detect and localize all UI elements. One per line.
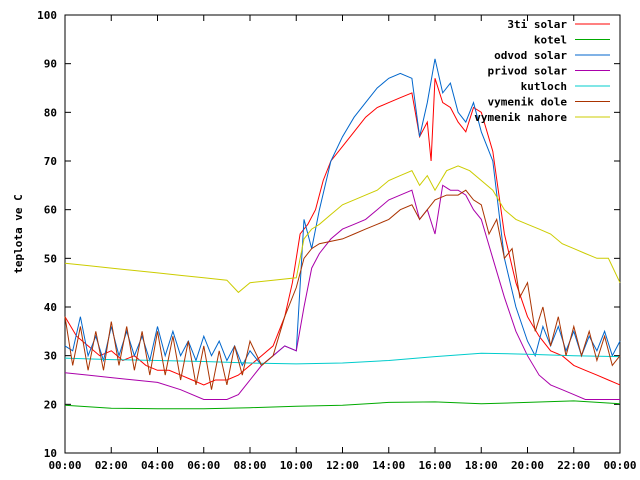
legend-label: kutloch bbox=[521, 80, 567, 93]
y-tick-label: 60 bbox=[44, 204, 57, 217]
x-tick-label: 04:00 bbox=[141, 459, 174, 472]
series-line-4 bbox=[64, 352, 621, 365]
y-tick-label: 80 bbox=[44, 106, 57, 119]
y-tick-label: 10 bbox=[44, 447, 57, 460]
series-line-1 bbox=[64, 400, 621, 410]
y-tick-label: 100 bbox=[37, 9, 57, 22]
y-tick-label: 40 bbox=[44, 301, 57, 314]
series-line-5 bbox=[64, 189, 621, 390]
legend-label: 3ti solar bbox=[507, 18, 567, 31]
y-axis-label: teplota ve C bbox=[12, 194, 25, 273]
y-axis-ticks: 10 20 30 40 50 60 70 80 90 100 bbox=[37, 9, 620, 460]
y-tick-label: 70 bbox=[44, 155, 57, 168]
x-tick-label: 10:00 bbox=[280, 459, 313, 472]
y-tick-label: 30 bbox=[44, 350, 57, 363]
x-tick-label: 00:00 bbox=[603, 459, 636, 472]
x-tick-label: 08:00 bbox=[233, 459, 266, 472]
series-lines bbox=[64, 58, 621, 410]
legend-label: kotel bbox=[534, 34, 567, 47]
series-line-6 bbox=[64, 165, 621, 294]
x-tick-label: 00:00 bbox=[48, 459, 81, 472]
legend-label: vymenik nahore bbox=[474, 111, 567, 124]
y-tick-label: 20 bbox=[44, 398, 57, 411]
legend-label: privod solar bbox=[488, 65, 568, 78]
x-tick-label: 14:00 bbox=[372, 459, 405, 472]
y-tick-label: 90 bbox=[44, 58, 57, 71]
x-tick-label: 20:00 bbox=[511, 459, 544, 472]
series-line-2 bbox=[64, 58, 621, 367]
x-tick-label: 18:00 bbox=[465, 459, 498, 472]
legend-label: vymenik dole bbox=[488, 96, 568, 109]
x-tick-label: 16:00 bbox=[418, 459, 451, 472]
legend-label: odvod solar bbox=[494, 49, 567, 62]
x-tick-label: 22:00 bbox=[557, 459, 590, 472]
x-tick-label: 12:00 bbox=[326, 459, 359, 472]
series-line-0 bbox=[64, 78, 621, 386]
x-axis-ticks: 00:00 02:00 04:00 06:00 08:00 10:00 12:00 14:00… bbox=[48, 15, 637, 472]
x-tick-label: 02:00 bbox=[95, 459, 128, 472]
series-line-3 bbox=[64, 184, 620, 400]
x-tick-label: 06:00 bbox=[187, 459, 220, 472]
legend: 3ti solar kotel odvod solar privod solar kut… bbox=[474, 18, 610, 124]
y-tick-label: 50 bbox=[44, 252, 57, 265]
